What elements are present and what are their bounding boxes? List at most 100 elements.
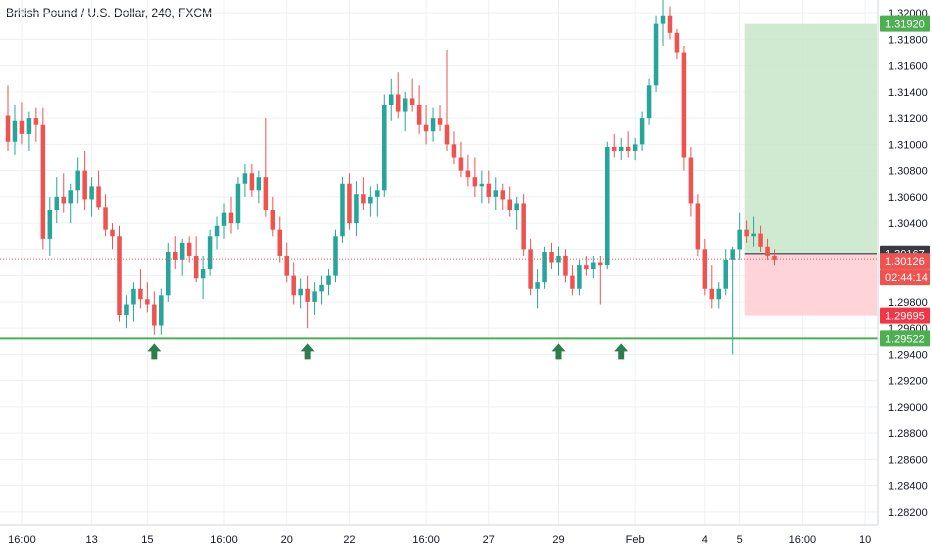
candle-body [416, 105, 422, 125]
candle-body [26, 118, 32, 134]
candle-body [584, 265, 589, 270]
candle-body [284, 255, 289, 276]
candle-body [653, 23, 659, 86]
candle-body [430, 118, 436, 132]
candle-body [744, 229, 749, 237]
x-tick-label: 22 [343, 534, 355, 546]
up-arrow-icon [147, 343, 162, 360]
up-arrow-icon [300, 343, 315, 360]
candle-body [716, 288, 722, 300]
candle-body [103, 207, 108, 230]
candle-body [611, 147, 617, 151]
candle-body [514, 203, 519, 210]
candle-body [242, 173, 248, 184]
y-tick-label: 1.29000 [888, 402, 928, 414]
candle-body [179, 242, 185, 260]
candle-body [605, 147, 610, 266]
current-price-badge [880, 253, 930, 270]
candle-body [333, 236, 338, 276]
y-tick-label: 1.30800 [888, 166, 928, 178]
candle-body [166, 252, 171, 296]
x-tick-label: 20 [281, 534, 293, 546]
candle-body [681, 52, 687, 158]
y-tick-label: 1.29400 [888, 349, 928, 361]
candle-body [159, 295, 164, 326]
candle-body [493, 190, 499, 197]
candle-body [472, 177, 478, 187]
candle-body [660, 15, 666, 24]
candle-body [68, 190, 73, 204]
x-tick-label: 29 [552, 534, 564, 546]
candle-body [207, 236, 213, 270]
x-tick-label: 16:00 [789, 534, 817, 546]
candle-body [591, 262, 596, 270]
candle-body [221, 212, 227, 226]
target-zone [744, 23, 877, 254]
candle-body [200, 269, 206, 279]
y-tick-label: 1.28200 [888, 507, 928, 519]
candle-body [270, 210, 276, 230]
y-tick-label: 1.31200 [888, 113, 928, 125]
candle-body [138, 288, 143, 300]
up-arrow-icon [614, 343, 629, 360]
candle-body [570, 275, 575, 289]
candle-body [145, 299, 150, 305]
candle-body [186, 242, 192, 256]
x-tick-label: 15 [141, 534, 153, 546]
candle-body [354, 194, 359, 224]
candles [5, 0, 777, 355]
candle-body [305, 288, 310, 302]
x-tick-label: 5 [737, 534, 743, 546]
candle-body [521, 203, 526, 250]
grid [0, 0, 878, 525]
candle-body [402, 98, 408, 112]
candle-body [409, 98, 415, 105]
x-tick-label: Feb [626, 534, 645, 546]
y-tick-label: 1.30400 [888, 218, 928, 230]
candle-body [312, 291, 317, 302]
y-tick-label: 1.31000 [888, 139, 928, 151]
arrow-markers [147, 343, 629, 360]
candle-body [458, 157, 464, 171]
candle-body [549, 252, 554, 263]
candle-body [702, 249, 708, 289]
candle-body [695, 203, 701, 250]
candle-body [319, 284, 324, 292]
candle-body [382, 105, 387, 191]
candle-body [361, 194, 366, 204]
candle-body [451, 144, 457, 158]
y-tick-label: 1.29800 [888, 297, 928, 309]
candle-body [249, 173, 255, 191]
y-tick-label: 1.28400 [888, 481, 928, 493]
candle-body [751, 233, 756, 237]
candle-body [730, 249, 735, 260]
candle-body [82, 170, 87, 200]
stop-zone [744, 253, 877, 316]
candle-body [688, 157, 694, 204]
candle-body [117, 236, 122, 315]
candle-body [639, 118, 645, 145]
countdown-badge-text: 02:44:14 [885, 272, 928, 284]
x-tick-label: 27 [483, 534, 495, 546]
x-tick-label: 10 [859, 534, 871, 546]
candle-body [723, 259, 728, 289]
support-price-badge [880, 330, 930, 347]
candle-body [395, 94, 401, 112]
candle-body [124, 304, 129, 315]
candle-body [54, 196, 60, 210]
candle-body [19, 120, 25, 134]
candle-body [500, 190, 506, 200]
candle-body [298, 288, 303, 296]
position-zones [744, 23, 877, 316]
candle-body [479, 183, 485, 187]
candle-body [646, 85, 652, 119]
candle-body [528, 249, 533, 289]
candle-body [47, 210, 53, 239]
candle-body [709, 288, 715, 300]
candle-body [535, 282, 540, 289]
candle-body [5, 115, 11, 142]
candle-body [444, 124, 450, 145]
candle-body [625, 147, 631, 151]
